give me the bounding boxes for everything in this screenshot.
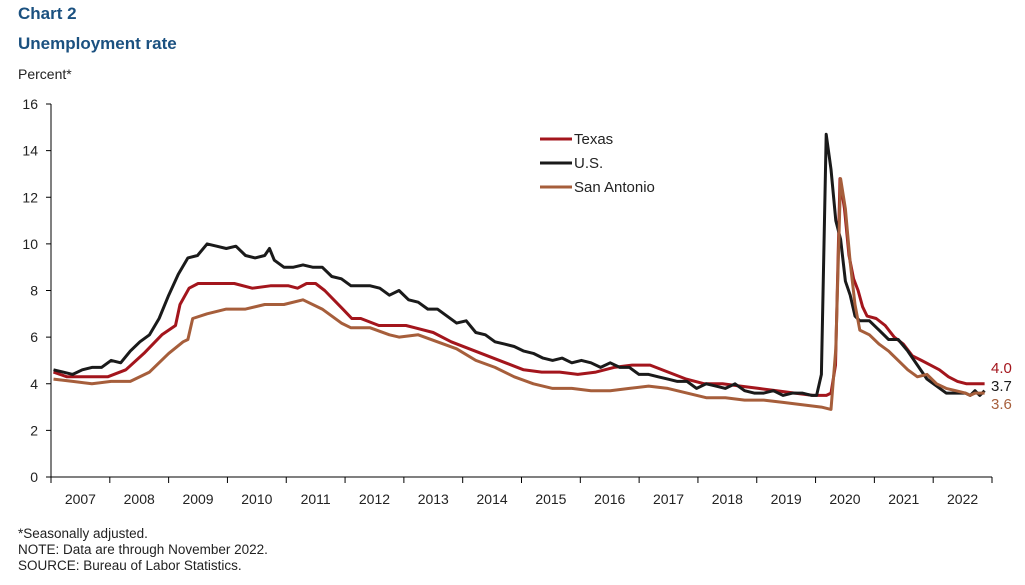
chart-title: Unemployment rate (18, 34, 177, 53)
end-label-2: 3.6 (991, 396, 1012, 413)
legend: Texas U.S. San Antonio (540, 131, 655, 196)
x-tick-label: 2016 (594, 491, 625, 507)
legend-label: U.S. (574, 155, 603, 172)
series-line-san-antonio (53, 177, 985, 411)
x-tick-label: 2007 (65, 491, 96, 507)
x-tick-label: 2019 (771, 491, 802, 507)
end-label-0: 4.0 (991, 360, 1012, 377)
x-tick-label: 2012 (359, 491, 390, 507)
x-tick-label: 2021 (888, 491, 919, 507)
end-labels: 4.03.73.6 (991, 360, 1012, 413)
x-tick-label: 2015 (535, 491, 566, 507)
footnote-note: NOTE: Data are through November 2022. (18, 542, 268, 557)
y-tick-label: 16 (22, 96, 38, 112)
x-tick-label: 2013 (418, 491, 449, 507)
y-tick-label: 8 (30, 283, 38, 299)
series-line-u-s (53, 132, 986, 397)
x-tick-label: 2008 (124, 491, 155, 507)
x-tick-label: 2020 (829, 491, 860, 507)
footnote-source: SOURCE: Bureau of Labor Statistics. (18, 558, 242, 573)
series-line-texas (53, 177, 985, 397)
series-lines (53, 132, 986, 411)
y-axis-unit-label: Percent* (18, 66, 72, 82)
y-tick-label: 10 (22, 236, 38, 252)
y-tick-label: 6 (30, 329, 38, 345)
x-tick-label: 2009 (182, 491, 213, 507)
x-tick-label: 2011 (301, 491, 331, 507)
axes: 0 2 4 6 8 10 12 14 16 2007 2008 2009 2010 2011 2012 201… (22, 96, 993, 507)
y-tick-label: 12 (22, 189, 38, 205)
legend-label: Texas (574, 131, 613, 148)
x-tick-label: 2010 (241, 491, 272, 507)
x-tick-label: 2022 (947, 491, 978, 507)
x-tick-label: 2018 (712, 491, 743, 507)
y-tick-label: 2 (30, 422, 38, 438)
legend-label: San Antonio (574, 179, 655, 196)
y-tick-label: 4 (30, 376, 38, 392)
y-tick-label: 0 (30, 469, 38, 485)
footnote-seasonal: *Seasonally adjusted. (18, 526, 148, 541)
x-tick-label: 2014 (477, 491, 508, 507)
x-tick-label: 2017 (653, 491, 684, 507)
y-tick-label: 14 (22, 143, 38, 159)
chart-number: Chart 2 (18, 4, 77, 23)
end-label-1: 3.7 (991, 378, 1012, 395)
